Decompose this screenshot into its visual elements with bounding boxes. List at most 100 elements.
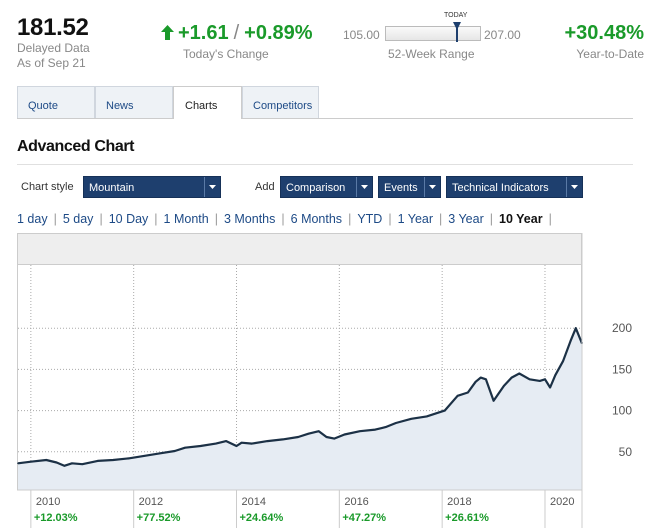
- range-3-months[interactable]: 3 Months: [223, 212, 276, 226]
- price-point: [251, 442, 253, 445]
- quote-tabs: Quote News Charts Competitors: [17, 86, 633, 119]
- price-point: [215, 442, 217, 445]
- chevron-down-icon: [204, 177, 220, 197]
- chart-style-value: Mountain: [89, 182, 135, 194]
- range-10-year[interactable]: 10 Year: [499, 212, 543, 226]
- range-separator: |: [489, 212, 493, 226]
- price-point: [225, 440, 227, 442]
- period-return: +24.64%: [240, 512, 284, 524]
- todays-change-label: Today's Change: [183, 47, 269, 61]
- price-point: [436, 412, 438, 414]
- price-point: [127, 457, 130, 460]
- price-point: [30, 460, 32, 463]
- range-separator: |: [214, 212, 218, 226]
- price-point: [503, 385, 505, 387]
- section-divider: [17, 164, 633, 165]
- price-point: [333, 437, 336, 440]
- y-tick-label: 50: [619, 445, 633, 459]
- range-5-day[interactable]: 5 day: [62, 212, 94, 226]
- price-point: [384, 426, 387, 428]
- change-separator: /: [233, 22, 240, 44]
- range-separator: |: [439, 212, 443, 226]
- tab-news[interactable]: News: [95, 86, 173, 118]
- x-tick-label: 2018: [447, 496, 471, 508]
- price-point: [554, 374, 557, 377]
- x-tick-label: 2020: [550, 496, 574, 508]
- price-point: [307, 432, 310, 435]
- range-separator: |: [388, 212, 392, 226]
- price-point: [544, 378, 546, 381]
- range-today-label: TODAY: [444, 12, 468, 19]
- price-point: [174, 450, 176, 452]
- tab-quote[interactable]: Quote: [17, 86, 95, 118]
- tab-competitors[interactable]: Competitors: [242, 86, 319, 118]
- period-return: +47.27%: [342, 512, 386, 524]
- add-label: Add: [255, 181, 275, 193]
- delayed-data-label: Delayed Data: [17, 41, 90, 55]
- price-point: [17, 462, 19, 465]
- price-point: [485, 378, 487, 381]
- price-point: [528, 378, 531, 381]
- price-point: [81, 463, 84, 466]
- range-separator: |: [53, 212, 57, 226]
- comparison-label: Comparison: [286, 182, 346, 194]
- range-1-month[interactable]: 1 Month: [163, 212, 209, 226]
- range-1-year[interactable]: 1 Year: [397, 212, 434, 226]
- price-point: [562, 360, 564, 363]
- price-point: [410, 418, 413, 420]
- y-tick-label: 150: [612, 362, 632, 376]
- price-point: [456, 395, 459, 397]
- range-high: 207.00: [484, 28, 521, 42]
- price-line: [17, 327, 584, 467]
- range-separator: |: [281, 212, 285, 226]
- comparison-dropdown[interactable]: Comparison: [280, 176, 373, 198]
- range-separator: |: [154, 212, 158, 226]
- price-point: [158, 452, 161, 455]
- technical-indicators-dropdown[interactable]: Technical Indicators: [446, 176, 583, 198]
- price-point: [199, 445, 202, 447]
- period-return: +26.61%: [445, 512, 489, 524]
- range-10-day[interactable]: 10 Day: [108, 212, 149, 226]
- price-point: [343, 433, 346, 436]
- last-price: 181.52: [17, 14, 89, 41]
- up-arrow-icon: [161, 23, 174, 46]
- price-point: [184, 446, 186, 449]
- events-label: Events: [384, 182, 418, 194]
- period-return: +77.52%: [137, 512, 181, 524]
- period-return: +12.03%: [34, 512, 78, 524]
- price-point: [549, 386, 551, 389]
- today-marker-icon: [453, 22, 461, 47]
- price-point: [282, 438, 284, 441]
- as-of-date: As of Sep 21: [17, 56, 86, 70]
- price-point: [374, 428, 377, 431]
- range-6-months[interactable]: 6 Months: [290, 212, 343, 226]
- price-point: [539, 380, 541, 382]
- section-title: Advanced Chart: [17, 138, 135, 155]
- range-3-year[interactable]: 3 Year: [448, 212, 484, 226]
- chevron-down-icon: [566, 177, 582, 197]
- price-point: [359, 430, 361, 433]
- price-point: [235, 445, 238, 447]
- x-tick-label: 2012: [139, 496, 163, 508]
- chevron-down-icon: [424, 177, 440, 197]
- x-tick-label: 2010: [36, 496, 60, 508]
- range-ytd[interactable]: YTD: [357, 212, 383, 226]
- price-point: [325, 436, 328, 438]
- x-tick-label: 2016: [344, 496, 368, 508]
- time-range-selector: 1 day | 5 day | 10 Day | 1 Month | 3 Months | 6 Mo…: [17, 212, 558, 226]
- price-point: [63, 465, 66, 467]
- chart-style-dropdown[interactable]: Mountain: [83, 176, 221, 198]
- tab-charts[interactable]: Charts: [173, 86, 242, 119]
- price-point: [467, 391, 469, 394]
- y-tick-label: 200: [612, 321, 632, 335]
- todays-change: +1.61/+0.89%: [161, 22, 313, 46]
- range-separator: |: [548, 212, 552, 226]
- price-point: [425, 415, 428, 418]
- range-1-day[interactable]: 1 day: [17, 212, 48, 226]
- price-point: [518, 372, 521, 375]
- events-dropdown[interactable]: Events: [378, 176, 441, 198]
- change-value: +1.61: [178, 22, 229, 44]
- price-point: [45, 459, 48, 461]
- x-tick-label: 2014: [242, 496, 266, 508]
